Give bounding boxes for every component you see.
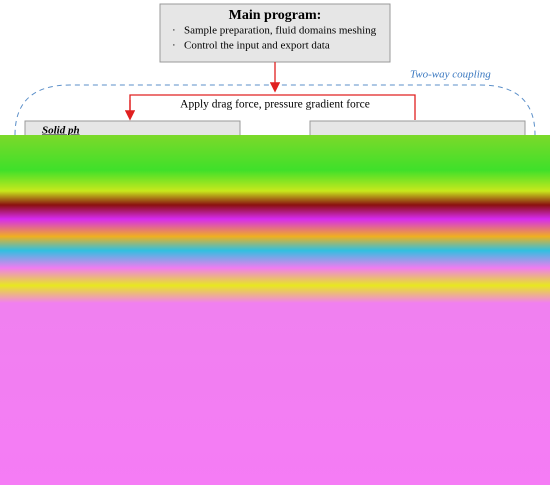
main-title: Main program: — [229, 8, 322, 23]
corrupted-region — [0, 135, 550, 485]
bullet: · — [172, 40, 176, 52]
exchange-label: Apply drag force, pressure gradient forc… — [180, 99, 370, 111]
main-item: Sample preparation, fluid domains meshin… — [184, 25, 377, 37]
coupling-label: Two-way coupling — [410, 69, 491, 81]
main-item: Control the input and export data — [184, 40, 330, 52]
bullet: · — [172, 25, 176, 37]
solid-title: Solid ph — [42, 125, 80, 137]
